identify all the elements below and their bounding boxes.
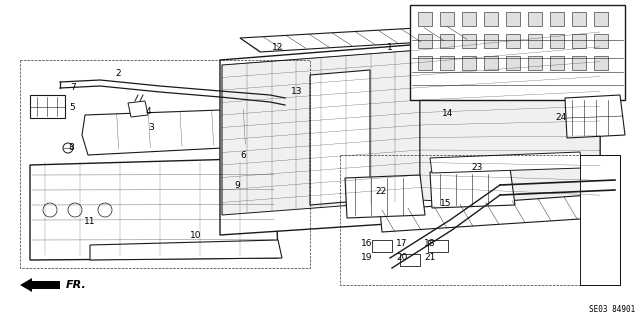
Bar bbox=[528, 56, 542, 70]
Bar bbox=[594, 34, 608, 48]
Polygon shape bbox=[565, 95, 625, 138]
Bar bbox=[528, 12, 542, 26]
Polygon shape bbox=[30, 158, 278, 260]
Bar bbox=[550, 56, 564, 70]
Bar bbox=[506, 56, 520, 70]
Polygon shape bbox=[30, 95, 65, 118]
Polygon shape bbox=[380, 195, 595, 232]
Text: 8: 8 bbox=[68, 144, 74, 152]
Bar bbox=[572, 12, 586, 26]
Text: FR.: FR. bbox=[66, 280, 87, 290]
Bar bbox=[550, 12, 564, 26]
Bar bbox=[528, 34, 542, 48]
Bar bbox=[572, 34, 586, 48]
Text: 19: 19 bbox=[361, 254, 372, 263]
FancyArrow shape bbox=[20, 278, 60, 292]
Bar bbox=[428, 240, 448, 252]
Text: 6: 6 bbox=[240, 151, 246, 160]
Bar bbox=[418, 34, 432, 48]
Bar bbox=[462, 12, 476, 26]
Text: 21: 21 bbox=[424, 254, 436, 263]
Polygon shape bbox=[128, 101, 148, 117]
Bar bbox=[462, 56, 476, 70]
Text: 2: 2 bbox=[115, 69, 121, 78]
Bar bbox=[462, 34, 476, 48]
Text: 11: 11 bbox=[84, 218, 96, 226]
Text: 3: 3 bbox=[148, 122, 154, 131]
Bar bbox=[418, 12, 432, 26]
Polygon shape bbox=[580, 155, 620, 285]
Text: 18: 18 bbox=[424, 240, 436, 249]
Text: 7: 7 bbox=[70, 84, 76, 93]
Text: 17: 17 bbox=[396, 240, 408, 249]
Text: 15: 15 bbox=[440, 199, 452, 209]
Bar bbox=[506, 12, 520, 26]
Text: 4: 4 bbox=[145, 108, 151, 116]
Bar bbox=[440, 34, 454, 48]
Text: 23: 23 bbox=[471, 162, 483, 172]
Text: 22: 22 bbox=[376, 188, 387, 197]
Polygon shape bbox=[240, 25, 490, 52]
Text: 9: 9 bbox=[234, 181, 240, 189]
Polygon shape bbox=[90, 240, 282, 260]
Polygon shape bbox=[222, 50, 420, 215]
Polygon shape bbox=[430, 168, 515, 208]
Text: 5: 5 bbox=[69, 103, 75, 113]
Text: 13: 13 bbox=[291, 86, 303, 95]
Polygon shape bbox=[420, 32, 600, 210]
Text: 24: 24 bbox=[556, 113, 566, 122]
Bar bbox=[484, 56, 498, 70]
Polygon shape bbox=[310, 70, 370, 205]
Bar bbox=[594, 56, 608, 70]
Bar bbox=[506, 34, 520, 48]
Polygon shape bbox=[220, 30, 600, 235]
Bar bbox=[400, 254, 420, 266]
Text: 10: 10 bbox=[190, 232, 202, 241]
Text: 12: 12 bbox=[272, 42, 284, 51]
Polygon shape bbox=[410, 5, 625, 100]
Text: 16: 16 bbox=[361, 240, 372, 249]
Text: 1: 1 bbox=[387, 43, 393, 53]
Bar bbox=[372, 240, 392, 252]
Bar bbox=[418, 56, 432, 70]
Bar bbox=[440, 12, 454, 26]
Bar bbox=[550, 34, 564, 48]
Bar bbox=[484, 34, 498, 48]
Bar bbox=[594, 12, 608, 26]
Bar bbox=[484, 12, 498, 26]
Bar bbox=[572, 56, 586, 70]
Bar bbox=[440, 56, 454, 70]
Text: SE03 84901: SE03 84901 bbox=[589, 305, 635, 314]
Polygon shape bbox=[345, 175, 425, 218]
Polygon shape bbox=[240, 155, 280, 195]
Polygon shape bbox=[82, 108, 285, 155]
Polygon shape bbox=[232, 178, 262, 193]
Text: 14: 14 bbox=[442, 108, 454, 117]
Polygon shape bbox=[430, 152, 582, 173]
Text: 20: 20 bbox=[396, 254, 408, 263]
